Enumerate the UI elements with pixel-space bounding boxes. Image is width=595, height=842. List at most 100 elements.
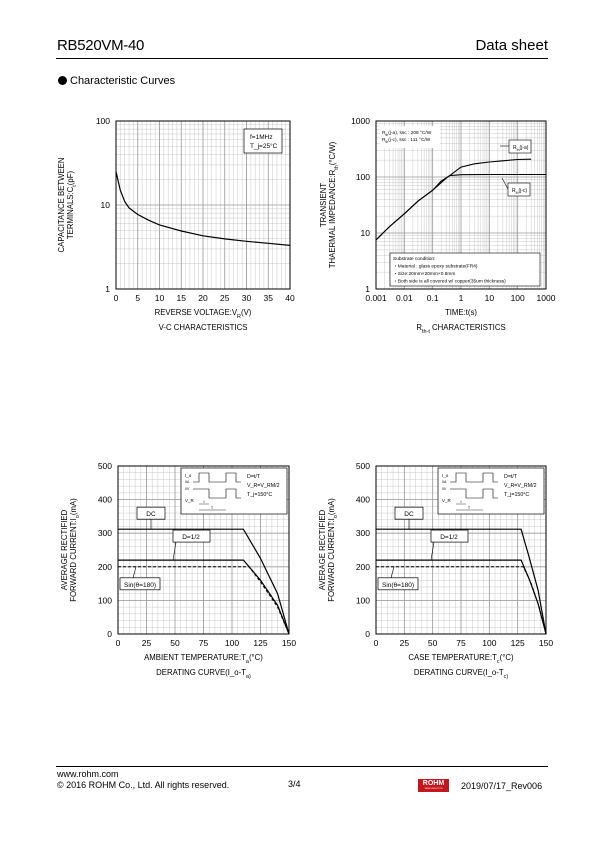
footer-divider: [56, 766, 548, 767]
inset-label: t: [203, 500, 205, 504]
x-tick-label: 125: [511, 638, 525, 648]
half-duty-curve: [118, 559, 290, 635]
dc-curve: [118, 528, 290, 635]
x-tick-label: 0: [114, 293, 119, 303]
annotation-box: [243, 128, 283, 154]
y-tick-label: 1: [365, 284, 370, 294]
y-tick-label: 200: [356, 562, 370, 572]
series-label-arrow: [132, 566, 137, 578]
inset-condition-text: D=t/T: [247, 474, 261, 480]
annotation-text: Rth(j-c), ssc : 111 °C/W: [382, 137, 431, 144]
x-tick-label: 75: [199, 638, 209, 648]
y-tick-label: 300: [98, 528, 112, 538]
y-axis-label: FORWARD CURRENT:Io(mA): [327, 498, 339, 602]
section-title: Characteristic Curves: [70, 75, 176, 87]
section-heading: Characteristic Curves: [58, 75, 175, 87]
inset-label: I_o: [185, 473, 192, 478]
annotation-bg: [380, 126, 440, 148]
x-tick-label: 1: [459, 293, 464, 303]
y-tick-label: 10: [361, 228, 371, 238]
inset-label: V_R: [185, 498, 195, 503]
chart-caption: DERATING CURVE(I_o-Ta): [156, 668, 251, 680]
x-tick-label: 5: [135, 293, 140, 303]
series-label: DC: [404, 511, 414, 518]
inset-condition-text: V_R=V_RM/2: [247, 483, 280, 489]
y-tick-label: 0: [107, 629, 112, 639]
series-label-box: [377, 577, 419, 591]
chart-caption: DERATING CURVE(I_o-Tc): [414, 668, 509, 680]
inset-label: T: [211, 506, 214, 510]
waveform-inset: [180, 467, 288, 515]
series-label: Rth(j-c): [512, 188, 527, 195]
substrate-text: ・Material : glass epoxy substrate(FR4): [393, 264, 478, 270]
plot-frame: [375, 465, 547, 635]
series-label-box: [136, 506, 166, 520]
rth-jc-curve: [375, 173, 546, 241]
x-tick-label: 0.1: [427, 293, 439, 303]
y-tick-label: 500: [98, 461, 112, 471]
x-tick-label: 0: [116, 638, 121, 648]
x-axis-label: AMBIENT TEMPERATURE:Ta(°C): [144, 653, 263, 665]
series-label-arrow: [501, 177, 509, 190]
y-tick-label: 400: [356, 495, 370, 505]
x-tick-label: 15: [177, 293, 187, 303]
footer-url[interactable]: www.rohm.com: [57, 769, 119, 779]
rohm-logo: ROHM SEMICONDUCTOR: [418, 779, 449, 792]
y-tick-label: 300: [356, 528, 370, 538]
x-tick-label: 20: [198, 293, 208, 303]
voltage-waveform: [193, 488, 241, 499]
rohm-logo-subtext: SEMICONDUCTOR: [424, 788, 443, 790]
sin-curve: [118, 566, 290, 635]
inset-condition-text: T_j=150°C: [247, 492, 272, 498]
capacitance-curve: [115, 171, 291, 246]
y-tick-label: 100: [98, 595, 112, 605]
plot-frame: [375, 120, 547, 290]
series-label-box: [508, 139, 532, 154]
y-axis-label: AVERAGE RECTIFIED: [318, 509, 327, 590]
series-label: Sin(θ=180): [382, 582, 414, 589]
y-axis-label: THAERMAL IMPEDANCE:Rth(°C/W): [328, 141, 340, 268]
x-tick-label: 0.01: [396, 293, 413, 303]
annotation-text: T_j=25°C: [250, 142, 278, 150]
series-label-box: [430, 529, 469, 543]
waveform-inset: [437, 467, 545, 515]
x-tick-label: 100: [225, 638, 239, 648]
series-label-box: [172, 529, 211, 543]
y-tick-label: 1000: [351, 116, 370, 126]
series-label: DC: [146, 511, 156, 518]
page-number: 3/4: [288, 779, 301, 789]
x-tick-label: 100: [511, 293, 525, 303]
inset-label: 0V: [442, 487, 447, 491]
sin-curve: [376, 566, 547, 635]
chart-caption: V-C CHARACTERISTICS: [159, 323, 248, 332]
y-tick-label: 10: [101, 200, 111, 210]
inset-label: T: [468, 506, 471, 510]
inset-condition-text: D=t/T: [504, 474, 518, 480]
x-tick-label: 100: [482, 638, 496, 648]
part-number: RB520VM-40: [57, 37, 145, 54]
y-axis-label: FORWARD CURRENT:Io(mA): [69, 498, 81, 602]
series-label-arrow: [390, 566, 395, 578]
y-tick-label: 200: [98, 562, 112, 572]
inset-condition-text: T_j=150°C: [504, 492, 529, 498]
x-tick-label: 1000: [537, 293, 556, 303]
x-tick-label: 125: [253, 638, 267, 648]
x-axis-label: CASE TEMPERATURE:Tc(°C): [408, 653, 514, 665]
x-tick-label: 10: [155, 293, 165, 303]
series-label-arrow: [430, 542, 435, 561]
substrate-text: ・Both side is all covered w/ copper(35um…: [393, 279, 506, 285]
y-tick-label: 100: [356, 595, 370, 605]
series-label-arrow: [172, 542, 177, 561]
series-label-box: [119, 577, 161, 591]
inset-label: 0A: [185, 480, 190, 484]
x-axis-label: TIME:t(s): [445, 308, 477, 317]
plot-frame: [115, 120, 291, 290]
x-tick-label: 25: [142, 638, 152, 648]
series-label-box: [507, 182, 531, 197]
revision-date: 2019/07/17_Rev006: [461, 781, 543, 791]
inset-label: V_R: [442, 498, 452, 503]
